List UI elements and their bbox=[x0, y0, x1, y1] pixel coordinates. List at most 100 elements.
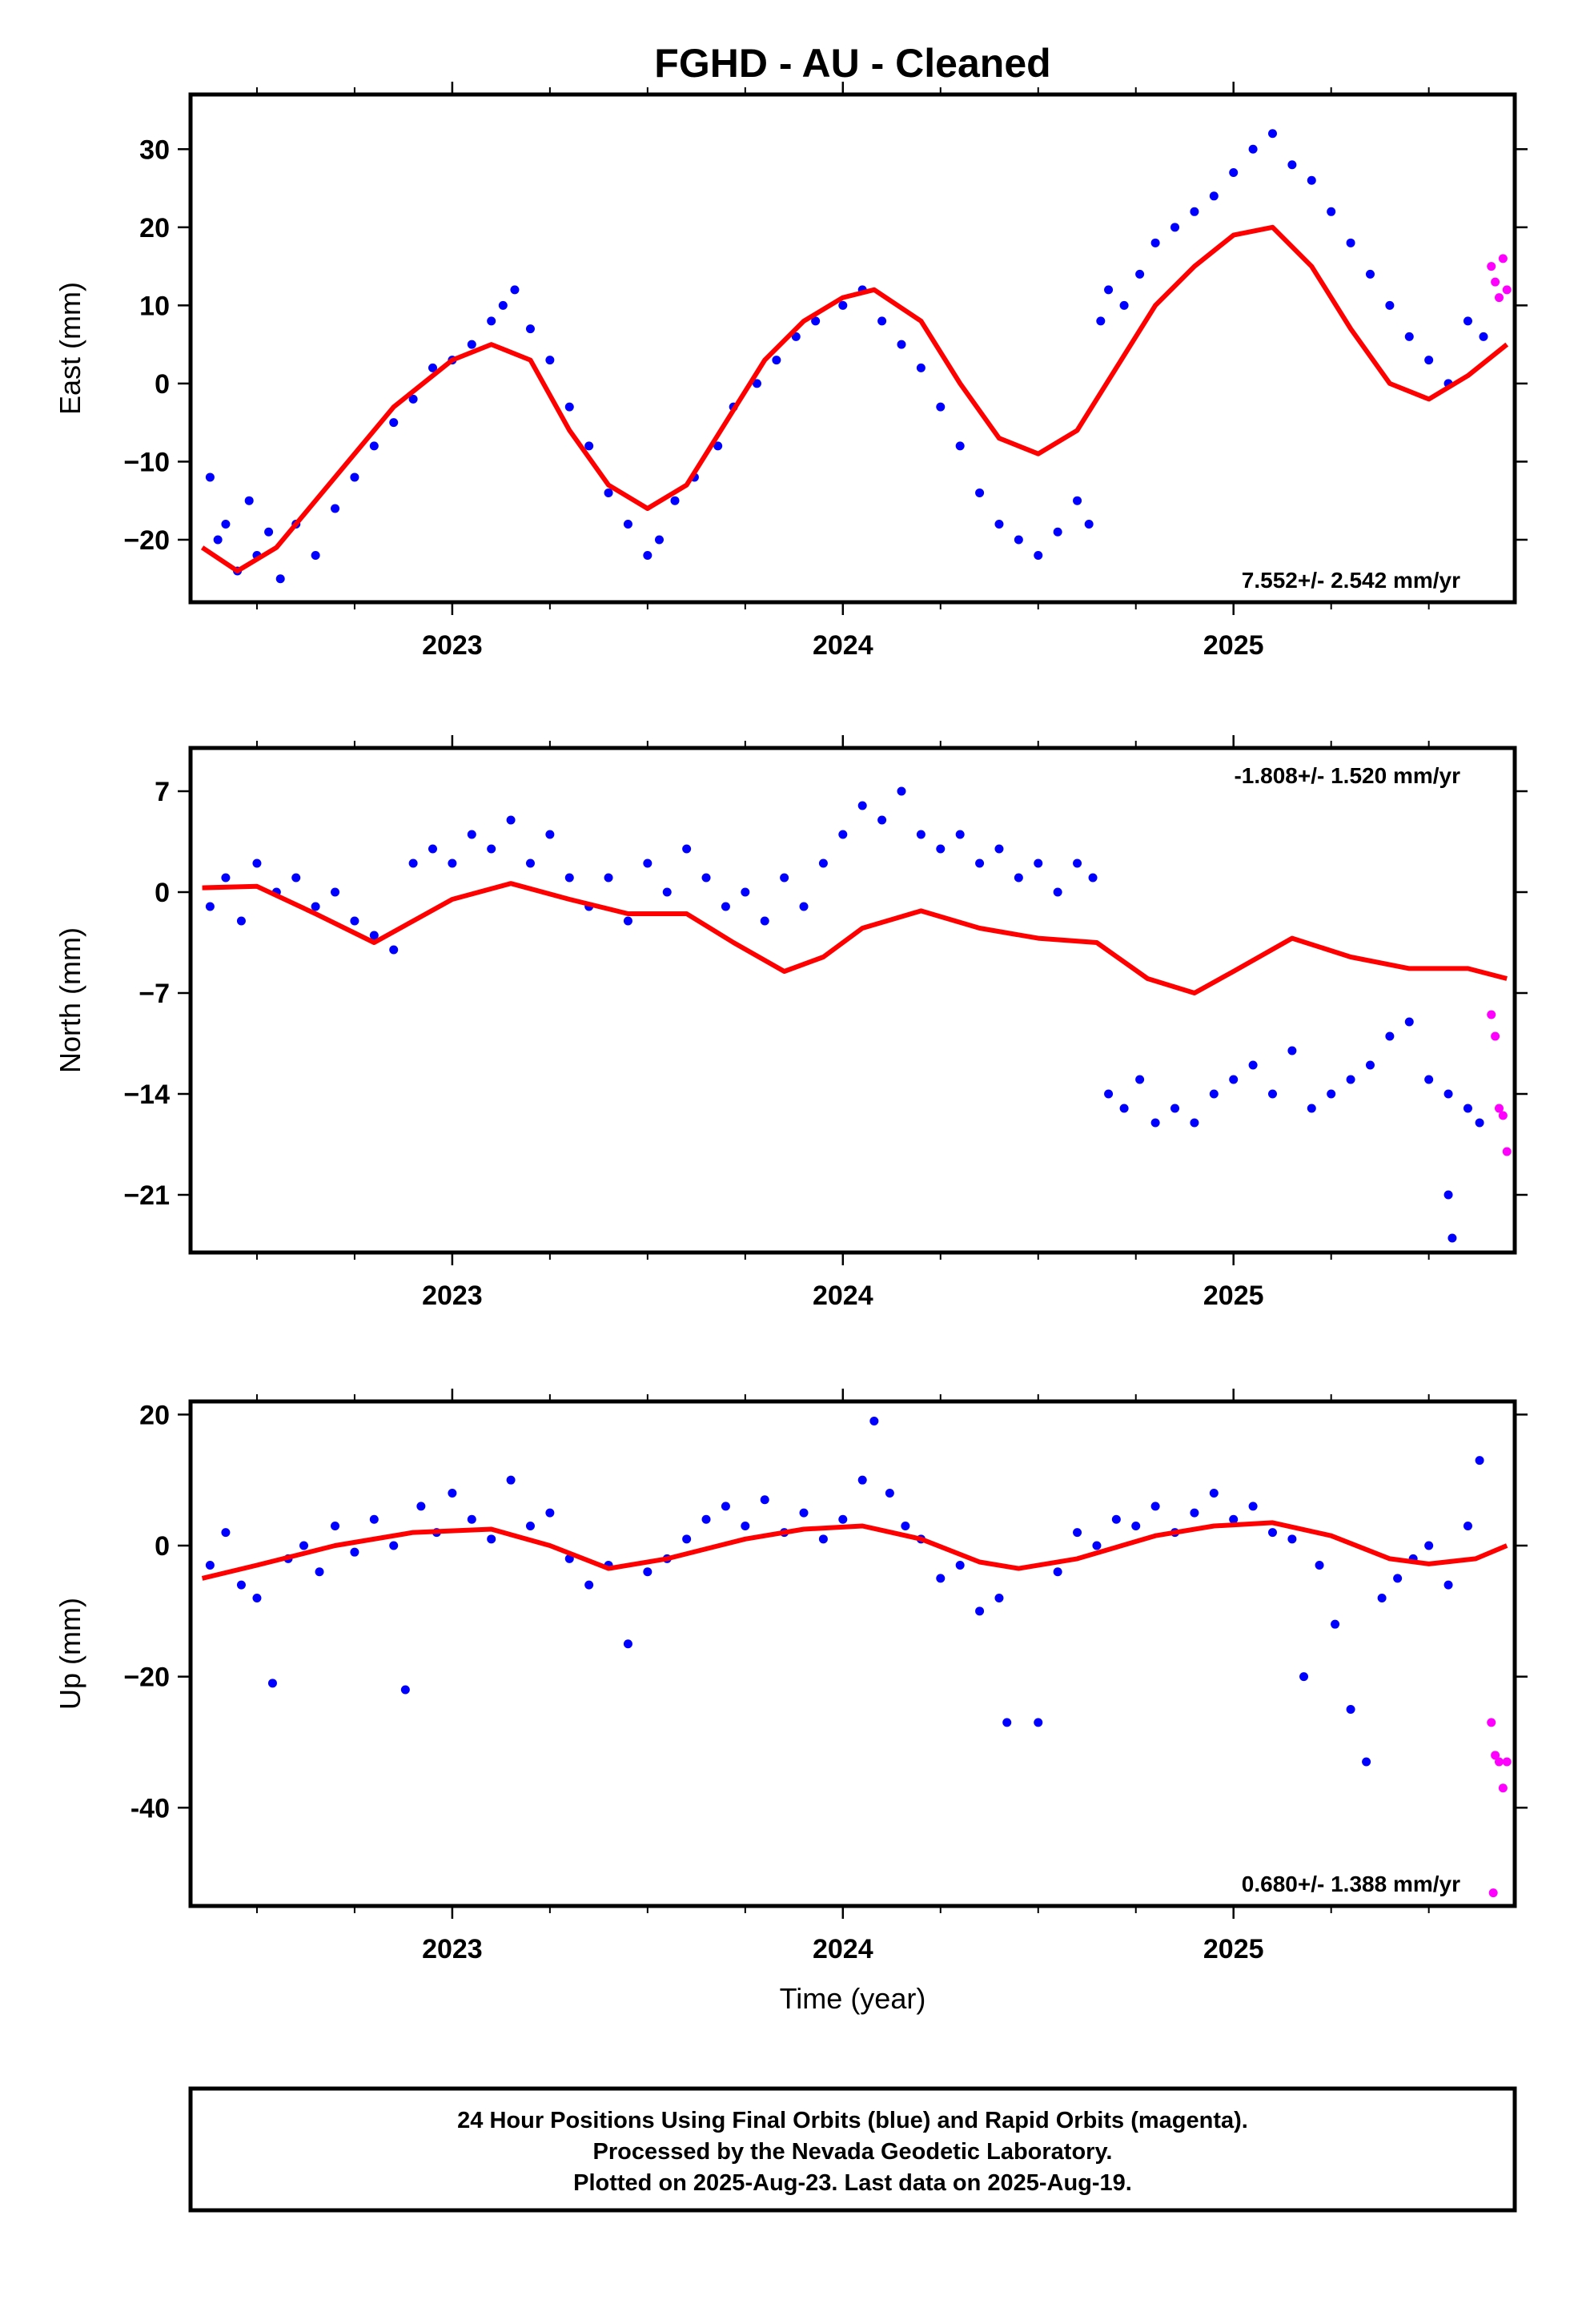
final-point bbox=[701, 873, 711, 883]
final-point bbox=[1331, 1619, 1340, 1629]
final-point bbox=[510, 285, 520, 295]
final-point bbox=[1135, 1075, 1145, 1084]
final-point bbox=[897, 340, 906, 349]
final-point bbox=[506, 1475, 516, 1485]
final-point bbox=[1424, 356, 1434, 365]
final-point bbox=[389, 418, 399, 428]
final-point bbox=[791, 332, 801, 341]
rapid-point bbox=[1502, 1147, 1512, 1156]
final-point bbox=[1475, 1456, 1484, 1466]
rate-label: -1.808+/- 1.520 mm/yr bbox=[1234, 763, 1460, 788]
final-point bbox=[350, 916, 359, 926]
final-point bbox=[350, 1547, 359, 1557]
final-point bbox=[1092, 1541, 1102, 1550]
rapid-point bbox=[1488, 1888, 1498, 1898]
final-point bbox=[772, 356, 781, 365]
final-point bbox=[799, 902, 809, 911]
final-point bbox=[1404, 1017, 1414, 1027]
final-point bbox=[838, 830, 848, 839]
footer-frame bbox=[188, 2086, 1517, 2213]
final-point bbox=[1150, 1502, 1160, 1511]
final-point bbox=[564, 873, 574, 883]
final-point bbox=[955, 441, 965, 451]
final-point bbox=[1463, 1104, 1472, 1113]
final-point bbox=[877, 815, 887, 825]
final-point bbox=[916, 830, 926, 839]
final-point bbox=[643, 858, 652, 868]
rapid-point bbox=[1498, 1783, 1508, 1793]
final-point bbox=[780, 873, 789, 883]
final-point bbox=[1248, 1060, 1258, 1070]
final-point bbox=[525, 324, 535, 334]
final-point bbox=[331, 504, 340, 513]
final-point bbox=[1248, 1502, 1258, 1511]
final-point bbox=[1104, 1089, 1114, 1099]
final-point bbox=[467, 830, 476, 839]
final-point bbox=[487, 1534, 496, 1544]
x-axis-label: Time (year) bbox=[780, 1982, 926, 2015]
final-point bbox=[428, 363, 438, 372]
x-tick-label: 2023 bbox=[422, 1281, 483, 1311]
final-point bbox=[975, 1606, 985, 1616]
final-point bbox=[221, 519, 231, 529]
final-point bbox=[1267, 1528, 1277, 1538]
final-point bbox=[838, 1514, 848, 1524]
final-point bbox=[897, 786, 906, 796]
final-point bbox=[1084, 519, 1094, 529]
rapid-point bbox=[1498, 1111, 1508, 1120]
final-point bbox=[467, 340, 476, 349]
final-point bbox=[1190, 1508, 1199, 1518]
rapid-point bbox=[1494, 1757, 1504, 1767]
y-tick-label: −7 bbox=[139, 979, 170, 1009]
final-point bbox=[221, 873, 231, 883]
final-point bbox=[221, 1528, 231, 1538]
final-point bbox=[1131, 1521, 1141, 1530]
final-point bbox=[936, 1574, 946, 1583]
data-layer bbox=[200, 129, 1512, 584]
final-point bbox=[1424, 1541, 1434, 1550]
rapid-point bbox=[1502, 285, 1512, 295]
chart-title: FGHD - AU - Cleaned bbox=[654, 41, 1050, 86]
final-point bbox=[584, 441, 594, 451]
footer-box: 24 Hour Positions Using Final Orbits (bl… bbox=[188, 2086, 1517, 2213]
final-point bbox=[331, 1521, 340, 1530]
final-point bbox=[1034, 858, 1043, 868]
final-point bbox=[670, 496, 680, 505]
final-point bbox=[1385, 1031, 1395, 1041]
final-point bbox=[1088, 873, 1098, 883]
final-point bbox=[416, 1502, 426, 1511]
final-point bbox=[741, 1521, 750, 1530]
final-point bbox=[799, 1508, 809, 1518]
fit-curve bbox=[202, 881, 1508, 995]
final-point bbox=[1424, 1075, 1434, 1084]
final-point bbox=[1327, 207, 1336, 216]
final-point bbox=[584, 1580, 594, 1590]
final-point bbox=[994, 1593, 1004, 1602]
final-point bbox=[1385, 300, 1395, 310]
final-point bbox=[236, 1580, 246, 1590]
final-point bbox=[955, 830, 965, 839]
y-tick-label: −21 bbox=[123, 1180, 170, 1211]
y-axis-label: North (mm) bbox=[54, 927, 86, 1073]
final-point bbox=[713, 441, 723, 451]
final-point bbox=[916, 363, 926, 372]
y-tick-label: 20 bbox=[139, 213, 170, 243]
final-point bbox=[506, 815, 516, 825]
final-point bbox=[545, 1508, 555, 1518]
final-point bbox=[1209, 1489, 1219, 1498]
final-point bbox=[1307, 1104, 1316, 1113]
final-point bbox=[1393, 1574, 1403, 1583]
final-point bbox=[975, 488, 985, 497]
final-point bbox=[604, 873, 613, 883]
final-point bbox=[1014, 873, 1023, 883]
final-point bbox=[1014, 535, 1023, 545]
rapid-point bbox=[1487, 1010, 1496, 1019]
final-point bbox=[1190, 1118, 1199, 1128]
final-point bbox=[389, 945, 399, 955]
final-point bbox=[448, 858, 457, 868]
final-point bbox=[643, 1567, 652, 1577]
rapid-point bbox=[1502, 1757, 1512, 1767]
final-point bbox=[1404, 332, 1414, 341]
final-point bbox=[389, 1541, 399, 1550]
y-tick-label: 10 bbox=[139, 291, 170, 321]
